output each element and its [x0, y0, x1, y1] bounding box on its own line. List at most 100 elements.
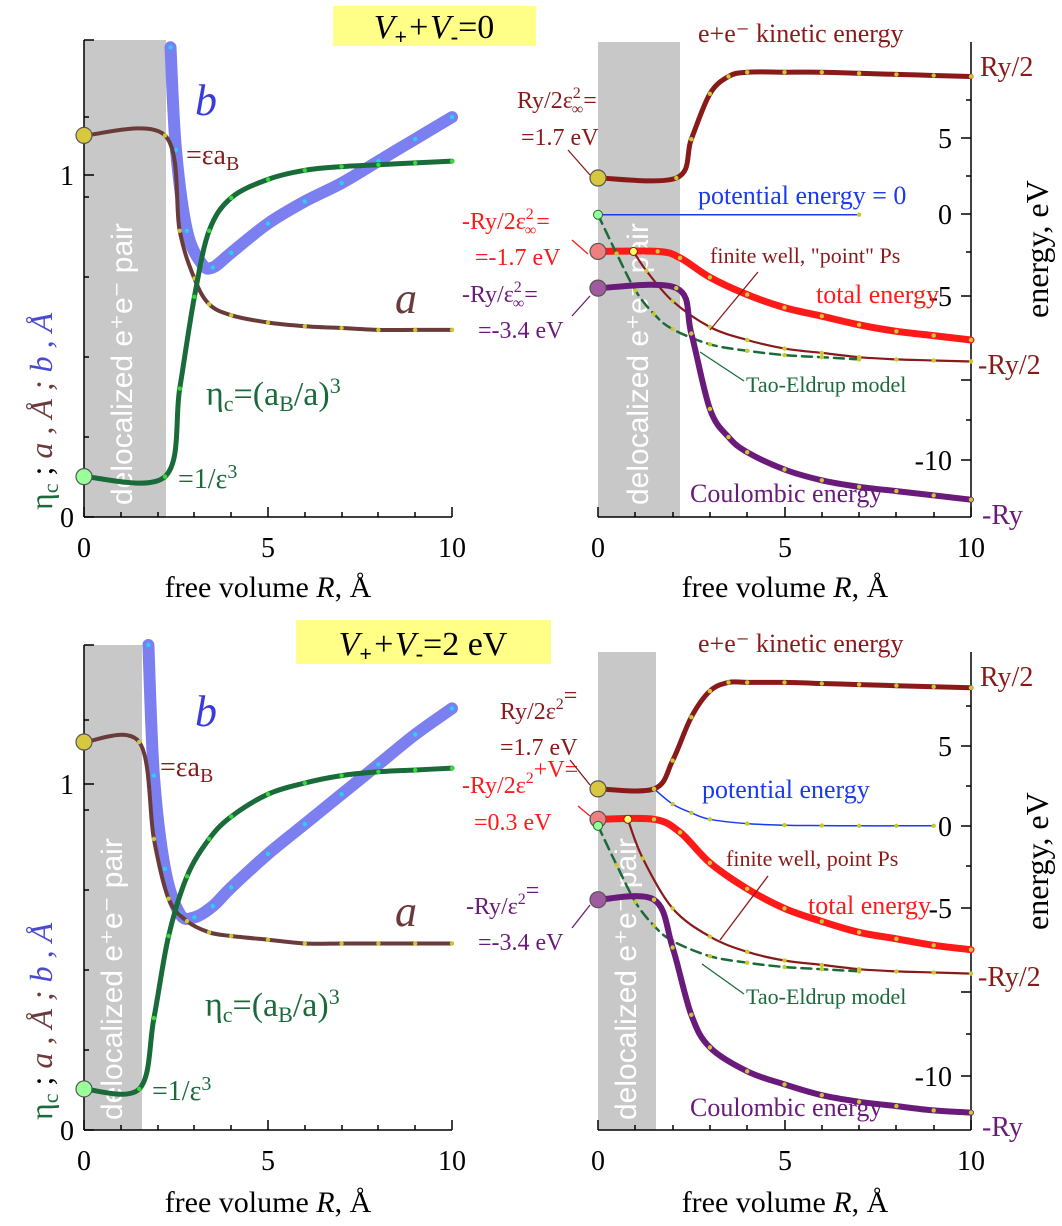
data-point-total-energy — [707, 275, 713, 280]
data-point-total-energy — [782, 906, 787, 911]
data-point-e-e-kinetic-energy — [819, 681, 824, 686]
ry-half-bottom: -Ry/2 — [978, 962, 1041, 993]
data-point-e-e-kinetic-energy — [670, 758, 675, 763]
series-start-marker — [75, 1080, 93, 1098]
data-point-potential-energy — [651, 786, 657, 792]
y-tick-label: 0 — [938, 812, 952, 843]
eps-label: =εaB — [160, 752, 213, 787]
ry-half-top: Ry/2 — [980, 52, 1033, 83]
y-tick-label: -10 — [915, 1062, 952, 1093]
x-tick-label: 0 — [77, 533, 91, 564]
data-point-tao-eldrup-model — [633, 288, 638, 293]
data-point-potential-energy — [689, 810, 694, 815]
data-point-finite-well-point-ps — [968, 971, 974, 976]
data-point-coulombic-energy — [931, 493, 936, 498]
data-point-e-e-kinetic-energy — [689, 715, 694, 720]
data-point-e-e-kinetic-energy — [689, 137, 694, 142]
data-point-ab — [302, 324, 307, 329]
data-point-ab — [449, 941, 455, 946]
data-point-coulombic-energy — [819, 1093, 824, 1098]
finite-well-label: finite well, point Ps — [726, 846, 898, 871]
note-kinetic-value: =1.7 eV — [500, 735, 578, 761]
data-point-c-ab-a-3 — [449, 765, 455, 771]
data-point-b — [192, 915, 197, 920]
data-point-tao-eldrup-model — [651, 311, 657, 317]
data-point-tao-eldrup-model — [707, 954, 713, 959]
top-condition-highlight — [333, 6, 536, 46]
data-point-potential-energy — [819, 823, 824, 828]
note-coulomb-start: -Ry/ε2 ∞= — [462, 279, 538, 312]
data-point-e-e-kinetic-energy — [726, 680, 731, 685]
y-tick-label: 1 — [60, 161, 74, 192]
data-point-c-ab-a-3 — [302, 168, 307, 173]
y-tick-label: -5 — [929, 282, 952, 313]
data-point-coulombic-energy — [968, 1110, 974, 1115]
potential-label: potential energy — [702, 775, 870, 804]
series-start-marker — [628, 246, 638, 256]
data-point-ab — [339, 325, 344, 331]
data-point-total-energy — [707, 860, 713, 865]
data-point-tao-eldrup-model — [614, 251, 619, 256]
data-point-total-energy — [651, 817, 657, 822]
data-point-e-e-kinetic-energy — [782, 70, 787, 75]
y-tick-label: 0 — [60, 1116, 74, 1147]
finite-well-label: finite well, "point" Ps — [710, 243, 900, 268]
tao-label: Tao-Eldrup model — [746, 984, 906, 1009]
data-point-b — [184, 228, 190, 233]
y-ticks — [961, 705, 971, 1077]
x-tick-label: 10 — [957, 533, 985, 564]
x-tick-label: 0 — [591, 1146, 605, 1177]
data-point-potential-energy — [894, 823, 899, 828]
data-point-coulombic-energy — [894, 1103, 899, 1109]
band-label: delocalized e⁺e⁻ pair — [96, 838, 129, 1120]
tao-label: Tao-Eldrup model — [746, 372, 906, 397]
data-point-finite-well-point-ps — [644, 268, 649, 274]
inv-eps-label: =1/ε3 — [178, 461, 237, 495]
data-point-total-energy — [856, 322, 862, 327]
x-tick-label: 5 — [778, 1146, 792, 1177]
data-point-ab — [449, 327, 455, 333]
data-point-c-ab-a-3 — [206, 836, 212, 842]
data-point-ab — [413, 941, 418, 946]
y-ticks — [84, 39, 94, 518]
bottom-condition-highlight — [296, 620, 551, 664]
x-axis-label: free volume R, Å — [682, 571, 889, 604]
note-coulomb-start: -Ry/ε2= — [466, 878, 539, 920]
data-point-total-energy — [782, 305, 787, 310]
data-point-finite-well-point-ps — [894, 969, 899, 974]
data-point-tao-eldrup-model — [651, 923, 657, 928]
data-point-ab — [413, 327, 418, 333]
x-axis-label: free volume R, Å — [165, 571, 372, 604]
data-point-e-e-kinetic-energy — [931, 684, 936, 689]
data-point-b — [449, 706, 455, 711]
data-point-finite-well-point-ps — [745, 949, 750, 954]
data-point-ab — [376, 327, 381, 333]
data-point-c-ab-a-3 — [206, 228, 212, 233]
data-point-ab — [206, 302, 212, 307]
data-point-e-e-kinetic-energy — [707, 91, 713, 97]
top-condition-label: V++V-=0 — [374, 9, 495, 49]
y-axis-label: energy, eV — [1019, 180, 1055, 318]
series-line-tao-eldrup-model — [596, 213, 861, 361]
y-tick-label: -10 — [915, 446, 952, 477]
data-point-b — [339, 180, 344, 186]
data-point-tao-eldrup-model — [819, 355, 824, 360]
data-point-tao-eldrup-model — [745, 960, 750, 965]
data-point-potential-energy — [782, 823, 787, 828]
data-point-b — [449, 114, 455, 120]
series-start-marker — [593, 209, 603, 220]
x-tick-label: 5 — [261, 533, 275, 564]
y-ticks — [84, 644, 94, 1131]
data-point-ab — [162, 133, 168, 138]
data-point-potential-energy — [707, 817, 713, 822]
svg-text:ηc ; a , Å ; b , Å: ηc ; a , Å ; b , Å — [23, 312, 63, 510]
x-tick-label: 5 — [261, 1146, 275, 1177]
top-left-chart: delocalized e⁺e⁻ pair 0 5 10 0 1 free vo… — [23, 39, 466, 604]
series-line-potential-energy — [653, 788, 935, 827]
data-point-finite-well-point-ps — [931, 358, 936, 363]
data-point-finite-well-point-ps — [782, 346, 787, 351]
data-point-e-e-kinetic-energy — [707, 688, 713, 694]
x-axis-label: free volume R, Å — [682, 1186, 889, 1219]
y-tick-label: 5 — [938, 732, 952, 763]
data-point-total-energy — [856, 930, 862, 935]
